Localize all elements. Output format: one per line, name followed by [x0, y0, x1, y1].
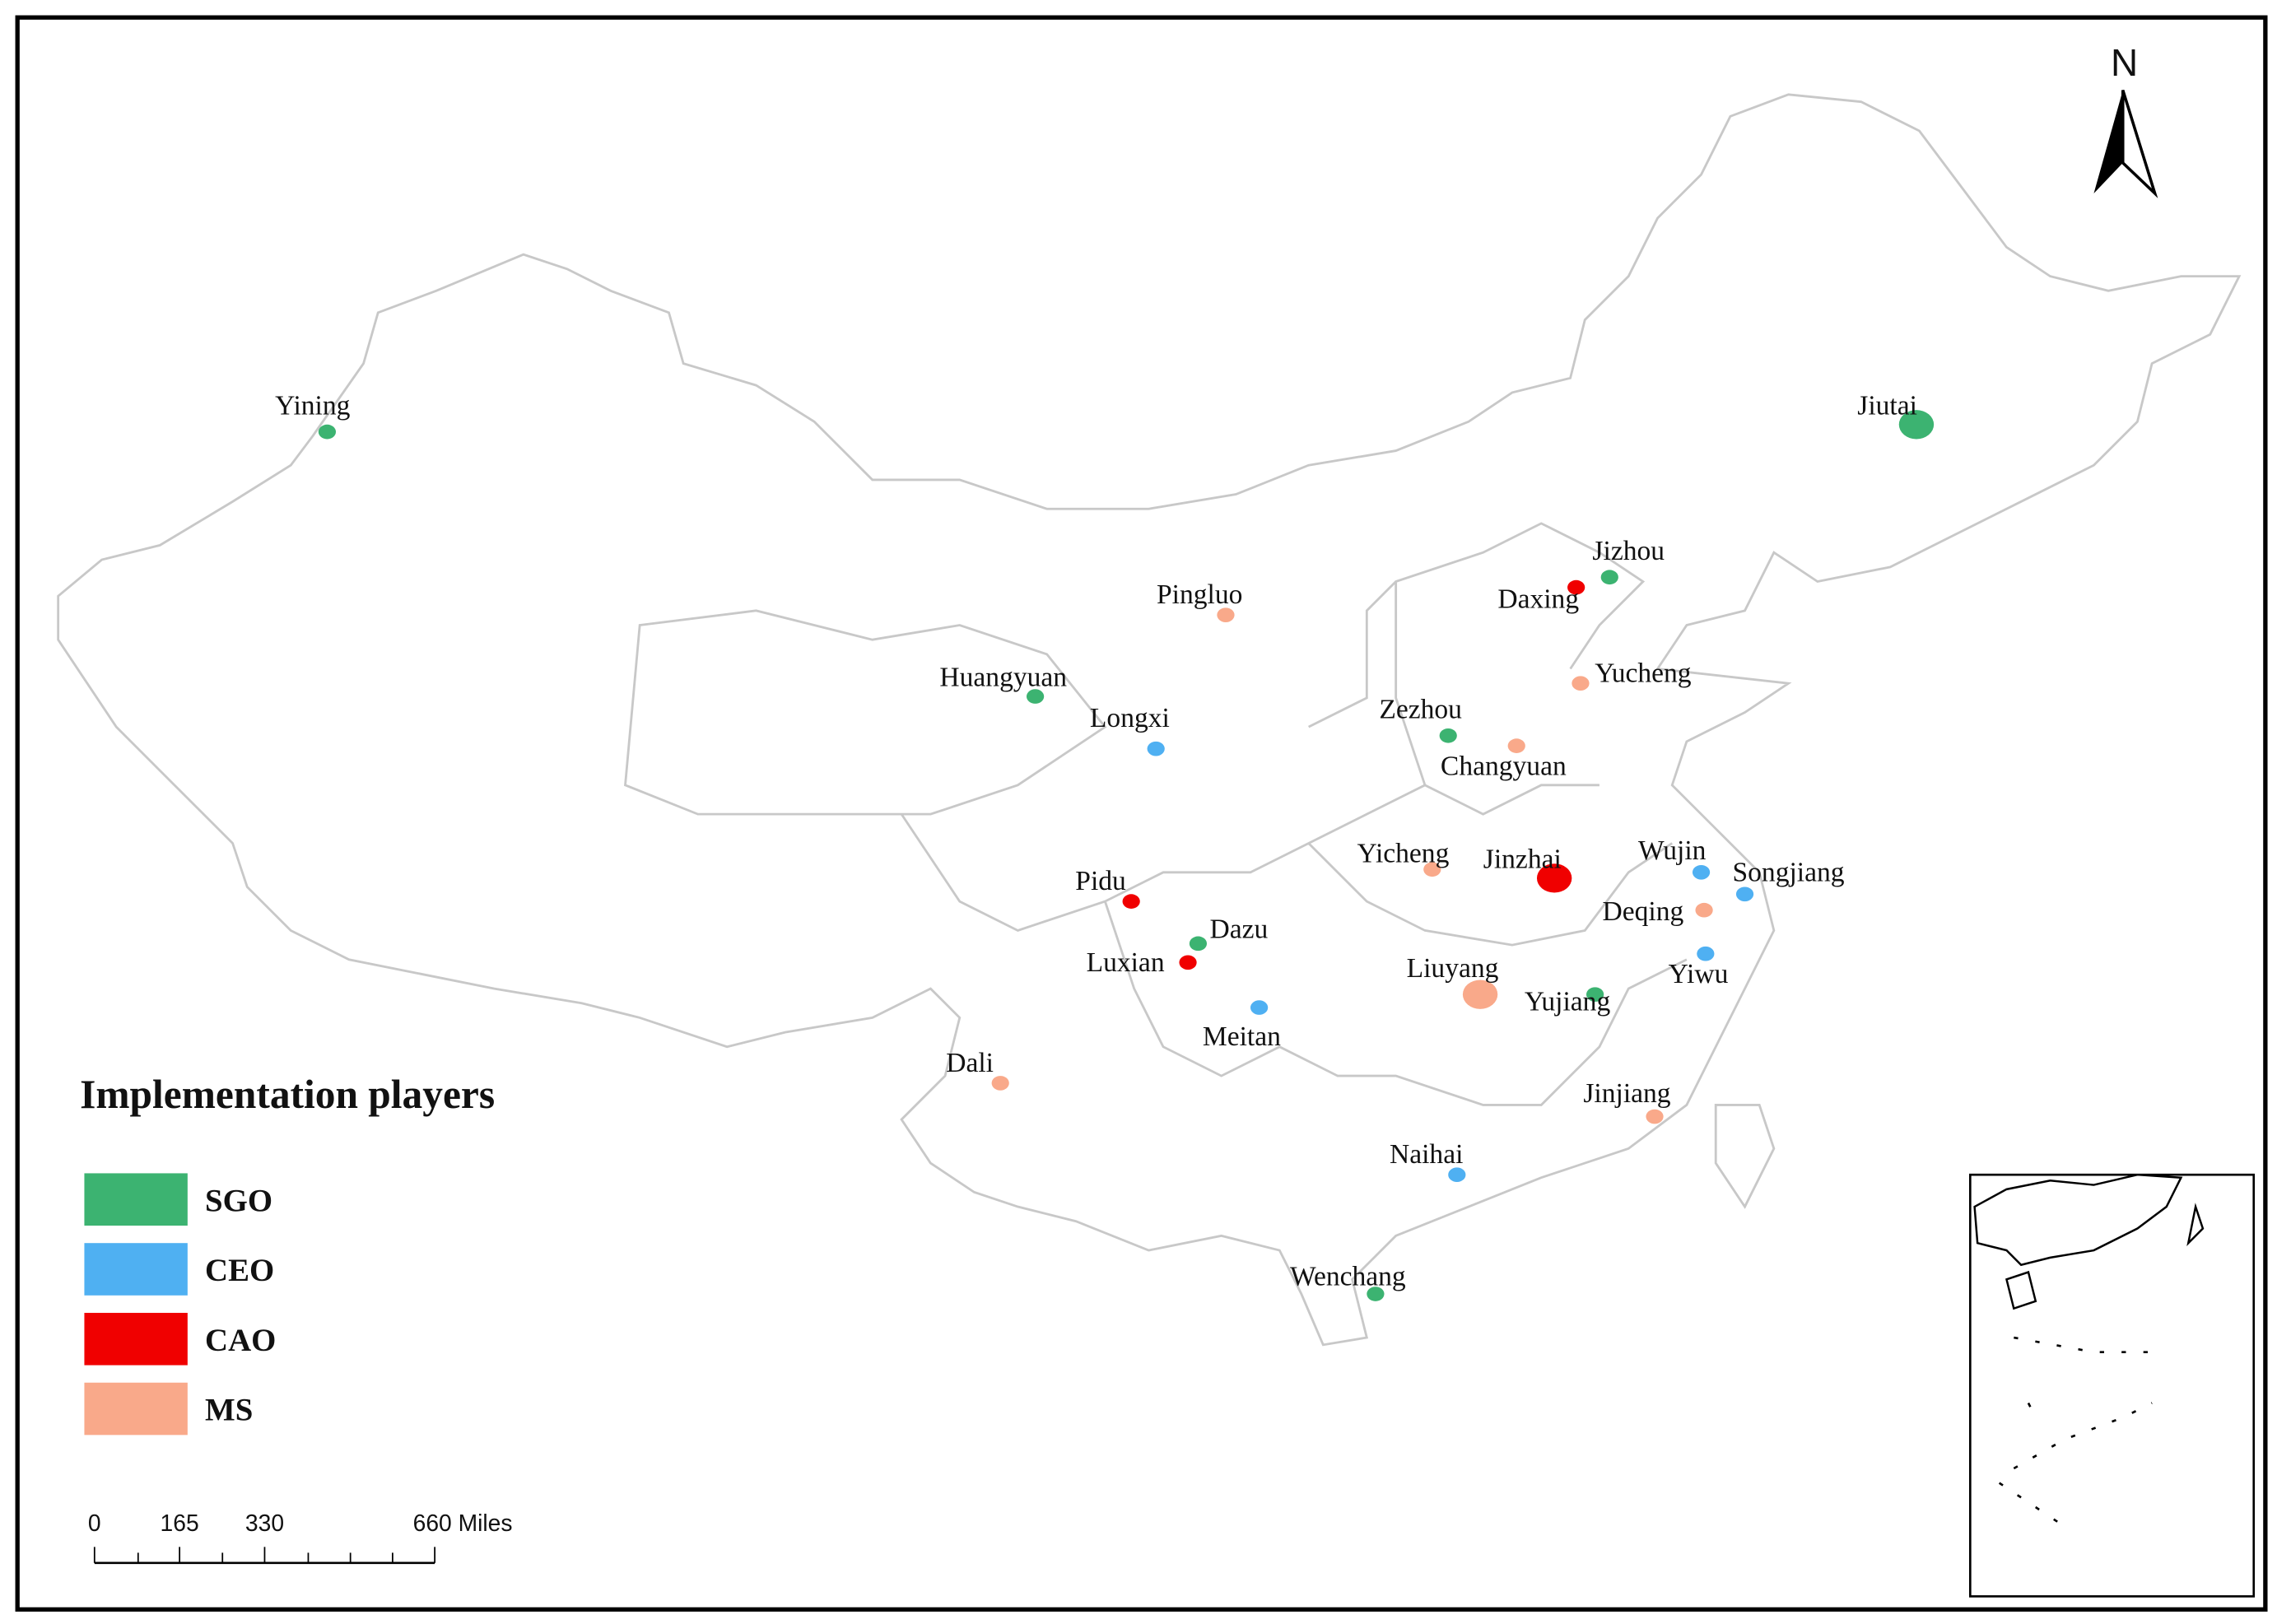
- inset-map: [1968, 1173, 2256, 1598]
- place-marker: [1189, 936, 1208, 952]
- place-label: Wenchang: [1290, 1261, 1406, 1291]
- place-marker: [1217, 607, 1235, 622]
- scale-label: 165: [161, 1510, 199, 1536]
- place-label: Wujin: [1638, 835, 1707, 866]
- place-marker: [1439, 728, 1457, 743]
- place-marker: [1367, 1287, 1385, 1301]
- place-marker: [1735, 886, 1754, 902]
- place-marker: [1692, 864, 1711, 880]
- place-label: Luxian: [1087, 947, 1165, 978]
- legend-label: CEO: [205, 1253, 274, 1288]
- place-label: Deqing: [1603, 896, 1684, 927]
- place-label: Naihai: [1390, 1139, 1463, 1170]
- place-label: Yining: [275, 390, 351, 421]
- place-label: Yiwu: [1669, 959, 1729, 989]
- place-label: Yujiang: [1525, 987, 1611, 1017]
- place-label: Pidu: [1075, 866, 1126, 896]
- place-marker: [1567, 579, 1586, 595]
- place-label: Songjiang: [1732, 857, 1844, 887]
- place-label: Zezhou: [1379, 695, 1462, 725]
- place-label: Dali: [946, 1048, 994, 1078]
- place-marker: [1572, 676, 1590, 691]
- legend-title: Implementation players: [80, 1072, 495, 1117]
- place-label: Huangyuan: [939, 663, 1067, 693]
- place-marker: [1179, 955, 1197, 970]
- place-marker: [318, 424, 337, 440]
- frame: [15, 15, 2268, 1612]
- scale-label: 660 Miles: [413, 1510, 513, 1536]
- place-label: Longxi: [1090, 703, 1170, 733]
- legend-label: MS: [205, 1393, 253, 1428]
- place-marker: [1462, 980, 1498, 1009]
- place-label: Pingluo: [1157, 579, 1242, 610]
- legend-swatch: [84, 1243, 188, 1296]
- north-label: N: [2111, 41, 2138, 84]
- place-label: Meitan: [1203, 1021, 1281, 1052]
- place-marker: [1147, 741, 1165, 756]
- place-label: Changyuan: [1441, 751, 1567, 781]
- legend-swatch: [84, 1312, 188, 1366]
- place-marker: [1536, 863, 1572, 893]
- place-label: Jinjiang: [1583, 1078, 1670, 1109]
- place-marker: [1122, 894, 1140, 909]
- place-label: Yicheng: [1357, 838, 1450, 868]
- place-label: Jiutai: [1857, 390, 1917, 421]
- place-label: Jizhou: [1592, 536, 1665, 566]
- country-outline: [57, 93, 2242, 1347]
- place-marker: [1448, 1167, 1466, 1183]
- legend-swatch: [84, 1382, 188, 1436]
- scale-label: 0: [88, 1510, 101, 1536]
- legend-label: SGO: [205, 1183, 272, 1218]
- place-marker: [1586, 987, 1604, 1002]
- place-marker: [1898, 410, 1935, 440]
- scale-label: 330: [245, 1510, 284, 1536]
- place-marker: [1697, 946, 1715, 961]
- place-marker: [1423, 862, 1441, 877]
- place-marker: [991, 1076, 1009, 1091]
- place-label: Jinzhai: [1483, 845, 1562, 875]
- place-label: Yucheng: [1595, 658, 1692, 688]
- place-label: Daxing: [1497, 584, 1579, 614]
- legend-swatch: [84, 1173, 188, 1226]
- place-label: Liuyang: [1407, 953, 1499, 984]
- place-marker: [1646, 1109, 1664, 1124]
- legend-label: CAO: [205, 1323, 276, 1358]
- place-marker: [1250, 1000, 1269, 1015]
- place-label: Dazu: [1209, 914, 1268, 944]
- place-marker: [1026, 689, 1045, 704]
- place-marker: [1600, 570, 1618, 585]
- place-marker: [1507, 738, 1525, 753]
- place-marker: [1695, 902, 1713, 918]
